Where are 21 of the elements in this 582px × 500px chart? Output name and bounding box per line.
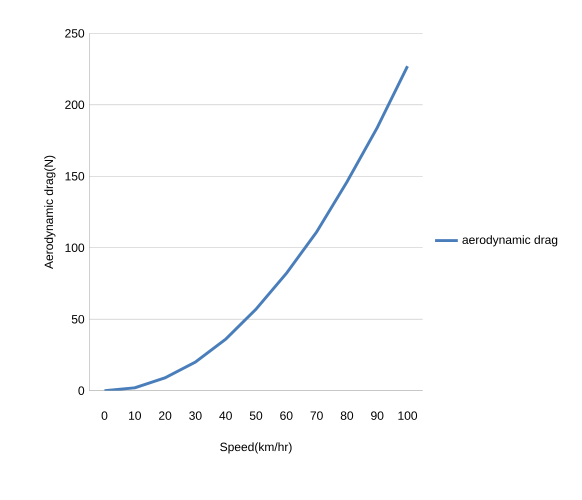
y-axis-title: Aerodynamic drag(N) <box>44 156 56 269</box>
x-tick-label: 70 <box>310 411 323 420</box>
x-tick-label: 90 <box>371 411 384 420</box>
x-tick-label: 80 <box>340 411 354 420</box>
y-tick-label: 50 <box>72 314 84 324</box>
x-tick-label: 100 <box>398 411 418 420</box>
y-tick-label: 250 <box>65 29 84 38</box>
y-tick-label: 100 <box>66 243 84 252</box>
y-tick-label: 200 <box>65 100 84 110</box>
x-tick-label: 50 <box>250 411 262 420</box>
y-tick-label: 0 <box>78 386 84 395</box>
x-tick-label: 30 <box>189 411 202 420</box>
legend-label: aerodynamic drag <box>462 235 558 246</box>
x-tick-label: 40 <box>219 411 232 420</box>
line-series <box>103 64 409 391</box>
x-tick-label: 0 <box>102 411 108 420</box>
x-tick-label: 60 <box>280 411 293 420</box>
x-tick-label: 20 <box>159 411 172 420</box>
y-tick-label: 150 <box>66 172 84 181</box>
x-tick-label: 10 <box>129 411 141 420</box>
x-axis-title: Speed(km/hr) <box>220 442 292 454</box>
